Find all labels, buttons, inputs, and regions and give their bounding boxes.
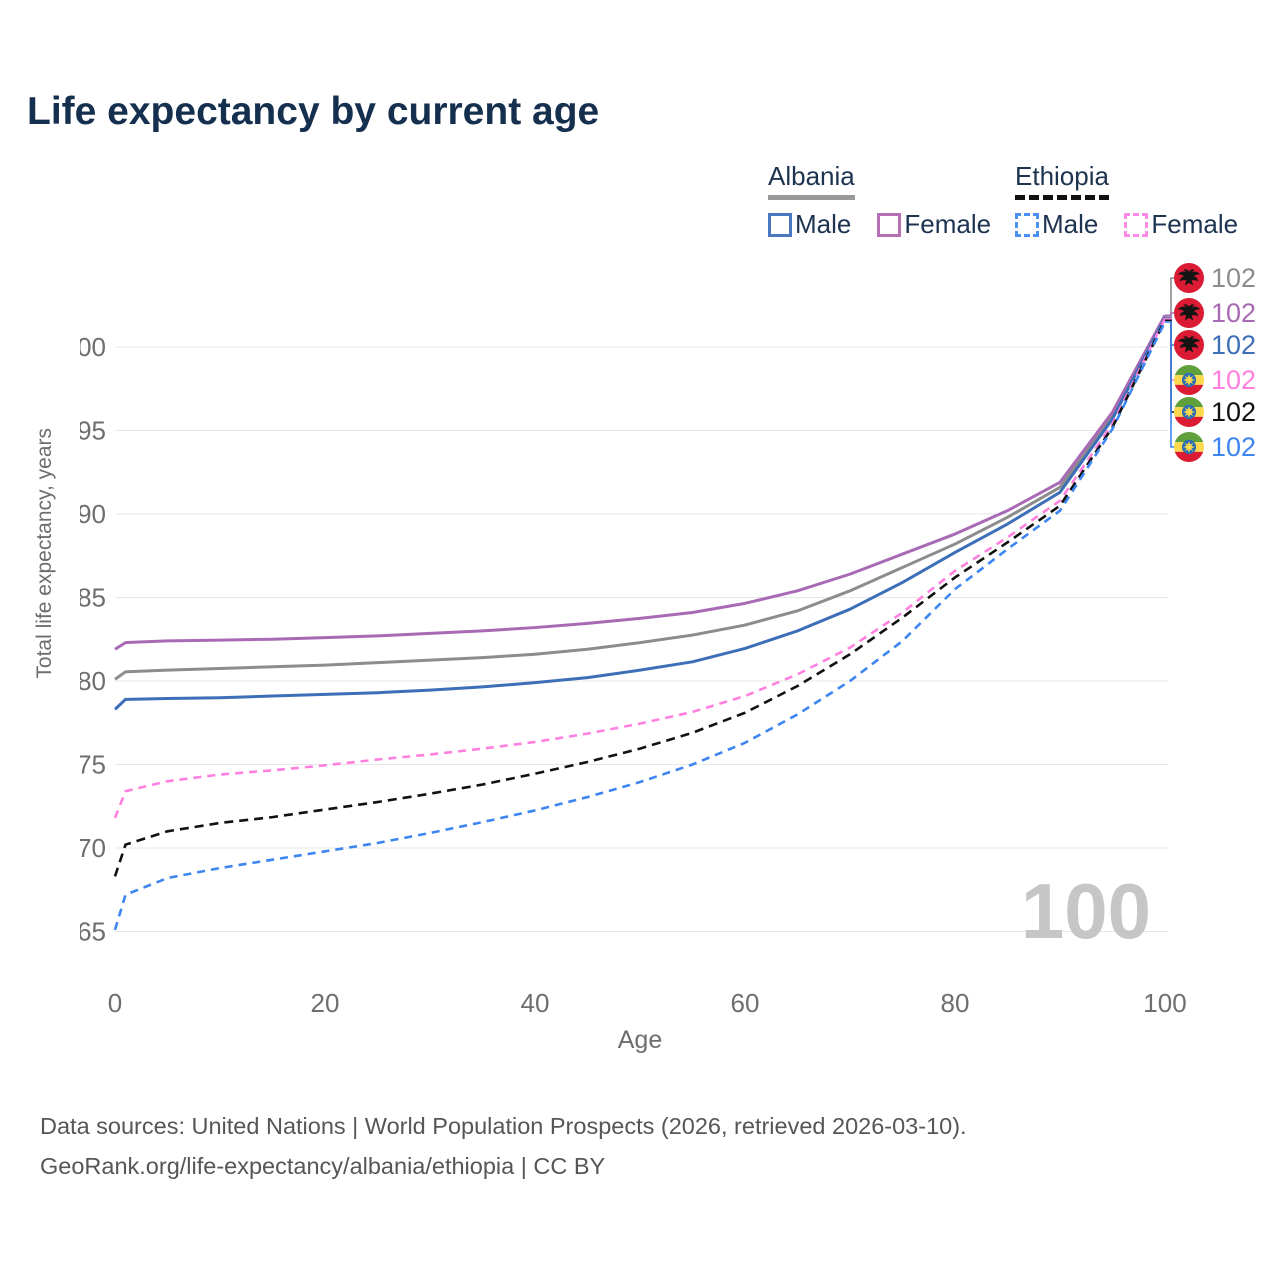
series-line-albania-both[interactable]: [114, 315, 1167, 681]
y-tick-label: 80: [80, 666, 106, 696]
end-label-row-albania-female: 102: [1174, 298, 1256, 328]
end-label-row-ethiopia-male: 102: [1174, 432, 1256, 462]
ethiopia-flag-icon: [1174, 397, 1204, 427]
y-tick-label: 95: [80, 416, 106, 446]
albania-flag-icon: [1174, 263, 1204, 293]
end-label-row-ethiopia-both: 102: [1174, 397, 1256, 427]
x-tick-label: 60: [731, 988, 760, 1018]
series-line-ethiopia-female[interactable]: [113, 318, 1167, 819]
x-tick-label: 80: [941, 988, 970, 1018]
x-tick-label: 0: [108, 988, 122, 1018]
y-tick-label: 90: [80, 499, 106, 529]
chart-plot: 65 70 75 80 85 90 95 100 0 20 40 60 80 100: [80, 277, 1187, 1018]
legend-country-label: Ethiopia: [1015, 161, 1109, 191]
end-label-row-ethiopia-female: 102: [1174, 365, 1256, 395]
legend-item-albania-male[interactable]: Male: [768, 209, 851, 240]
end-label-connector: [1165, 277, 1177, 317]
attribution-line: GeoRank.org/life-expectancy/albania/ethi…: [40, 1153, 606, 1179]
legend-item-ethiopia-male[interactable]: Male: [1015, 209, 1098, 240]
ethiopia-flag-icon: [1174, 432, 1204, 462]
y-axis-title: Total life expectancy, years: [33, 428, 56, 679]
end-label-connector: [1165, 321, 1177, 448]
end-label-value: 102: [1211, 329, 1257, 360]
end-label-connector: [1165, 312, 1177, 317]
ethiopia-male-swatch: [1015, 212, 1039, 237]
y-tick-label: 70: [80, 833, 106, 863]
legend-item-label: Male: [795, 209, 852, 239]
albania-female-swatch: [877, 212, 902, 237]
series-line-ethiopia-both[interactable]: [113, 319, 1167, 877]
albania-male-swatch: [768, 212, 792, 237]
legend-item-label: Female: [1151, 209, 1239, 239]
legend-item-label: Male: [1042, 209, 1099, 239]
page-title: Life expectancy by current age: [27, 90, 600, 133]
legend-group-albania: Albania Male Female: [768, 161, 991, 240]
end-label-value: 102: [1211, 297, 1257, 328]
legend-country-albania[interactable]: Albania: [768, 161, 855, 200]
legend-item-label: Female: [904, 209, 992, 239]
legend-country-ethiopia[interactable]: Ethiopia: [1015, 161, 1109, 200]
y-tick-label: 65: [80, 917, 106, 947]
end-label-value: 102: [1211, 431, 1257, 462]
albania-flag-icon: [1174, 298, 1204, 328]
y-tick-label: 85: [80, 583, 106, 613]
series-line-albania-male[interactable]: [113, 317, 1167, 711]
footer: Data sources: United Nations | World Pop…: [40, 1106, 967, 1186]
legend-item-albania-female[interactable]: Female: [877, 209, 991, 240]
x-tick-label: 40: [521, 988, 550, 1018]
x-tick-label: 20: [311, 988, 340, 1018]
ethiopia-female-swatch: [1124, 212, 1149, 237]
end-label-value: 102: [1211, 396, 1257, 427]
legend-group-ethiopia: Ethiopia Male Female: [1015, 161, 1238, 240]
ethiopia-flag-icon: [1174, 365, 1204, 395]
series-line-ethiopia-male[interactable]: [113, 321, 1167, 931]
end-label-row-albania-both: 102: [1174, 263, 1256, 293]
end-label-value: 102: [1211, 364, 1257, 395]
end-label-value: 102: [1211, 262, 1257, 293]
series-line-albania-female[interactable]: [114, 314, 1167, 651]
legend-country-label: Albania: [768, 161, 855, 191]
data-sources-line: Data sources: United Nations | World Pop…: [40, 1113, 967, 1139]
y-tick-label: 100: [80, 332, 106, 362]
x-axis-title: Age: [617, 1026, 663, 1054]
end-label-row-albania-male: 102: [1174, 330, 1256, 360]
albania-flag-icon: [1174, 330, 1204, 360]
legend-item-ethiopia-female[interactable]: Female: [1124, 209, 1238, 240]
x-tick-label: 100: [1143, 988, 1186, 1018]
y-tick-label: 75: [80, 750, 106, 780]
age-watermark: 100: [1020, 867, 1151, 955]
